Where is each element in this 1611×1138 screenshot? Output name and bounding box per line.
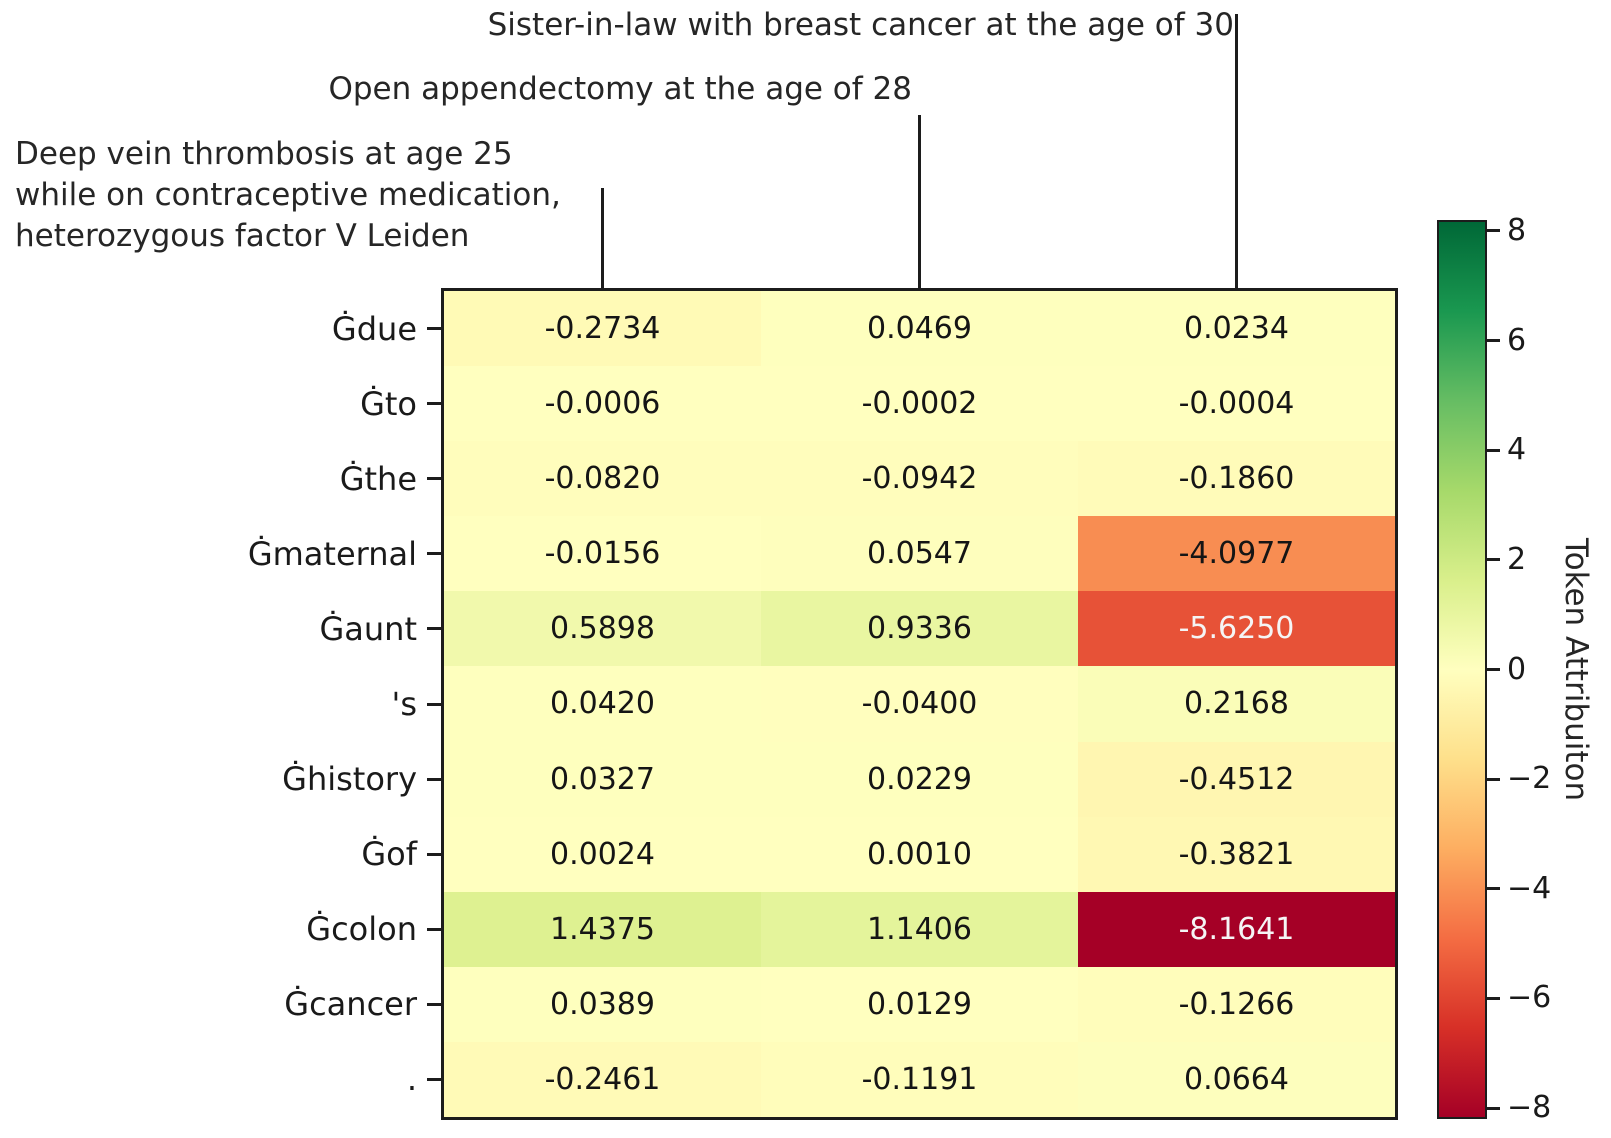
row-tick-mark xyxy=(427,477,442,481)
colorbar-tick-label: 8 xyxy=(1507,212,1527,248)
heatmap-cell: -0.0006 xyxy=(444,366,761,442)
row-label: Ġdue xyxy=(331,309,417,348)
heatmap-grid: -0.2734 0.0469 0.0234 -0.0006 -0.0002 -0.0004… xyxy=(441,288,1398,1120)
colorbar-tick-mark xyxy=(1487,339,1500,343)
row-label: Ġaunt xyxy=(319,609,417,648)
column-tick-mark xyxy=(918,115,921,290)
heatmap-cell: 0.2168 xyxy=(1078,666,1395,742)
row-tick-mark xyxy=(427,552,442,556)
colorbar-tick-mark xyxy=(1487,558,1500,562)
row-tick-mark xyxy=(427,402,442,406)
colorbar-tick-label: −8 xyxy=(1507,1090,1552,1125)
heatmap-cell: 0.0664 xyxy=(1078,1041,1395,1117)
column-label-sister-in-law: Sister-in-law with breast cancer at the … xyxy=(487,7,1234,43)
colorbar-tick-mark xyxy=(1487,996,1500,1000)
colorbar-tick-mark xyxy=(1487,887,1500,891)
colorbar-tick-label: 0 xyxy=(1507,651,1527,687)
row-label: Ġto xyxy=(360,384,417,423)
heatmap-cell: -4.0977 xyxy=(1078,516,1395,592)
colorbar-tick-label: 2 xyxy=(1507,541,1527,577)
colorbar-tick-label: −4 xyxy=(1507,870,1552,906)
column-tick-mark xyxy=(1235,14,1238,290)
row-tick-mark xyxy=(427,702,442,706)
heatmap-cell: 0.0327 xyxy=(444,741,761,817)
row-tick-mark xyxy=(427,852,442,856)
heatmap-cell: -0.4512 xyxy=(1078,741,1395,817)
row-tick-mark xyxy=(427,1077,442,1081)
heatmap-cell: 1.4375 xyxy=(444,891,761,967)
heatmap-cell: -0.0004 xyxy=(1078,366,1395,442)
row-label: Ġof xyxy=(361,835,417,874)
heatmap-cell: -0.1860 xyxy=(1078,441,1395,517)
colorbar-tick-label: 6 xyxy=(1507,322,1527,358)
heatmap-cell: -0.1191 xyxy=(761,1041,1078,1117)
colorbar-tick-mark xyxy=(1487,448,1500,452)
heatmap-cell: -0.1266 xyxy=(1078,966,1395,1042)
row-label: Ġmaternal xyxy=(247,534,417,573)
heatmap-cell: -0.0400 xyxy=(761,666,1078,742)
row-tick-mark xyxy=(427,1002,442,1006)
heatmap-cell: 0.0129 xyxy=(761,966,1078,1042)
row-label: Ġthe xyxy=(339,459,417,498)
heatmap-cell: -0.0942 xyxy=(761,441,1078,517)
row-tick-mark xyxy=(427,327,442,331)
heatmap-cell: 0.0469 xyxy=(761,291,1078,367)
heatmap-cell: 0.0234 xyxy=(1078,291,1395,367)
colorbar-tick-label: −2 xyxy=(1507,761,1552,797)
colorbar-tick-mark xyxy=(1487,229,1500,233)
row-label: Ġhistory xyxy=(282,760,417,799)
row-label: Ġcancer xyxy=(284,985,417,1024)
colorbar-tick-mark xyxy=(1487,1106,1500,1110)
column-tick-mark xyxy=(601,188,604,290)
heatmap-cell: -5.6250 xyxy=(1078,591,1395,667)
heatmap-cell: -0.0820 xyxy=(444,441,761,517)
colorbar-gradient xyxy=(1437,220,1487,1119)
heatmap-cell: 0.5898 xyxy=(444,591,761,667)
heatmap-cell: 0.9336 xyxy=(761,591,1078,667)
heatmap-cell: 0.0229 xyxy=(761,741,1078,817)
heatmap-cell: -0.2734 xyxy=(444,291,761,367)
row-tick-mark xyxy=(427,927,442,931)
heatmap-cell: 0.0420 xyxy=(444,666,761,742)
heatmap-cell: -0.3821 xyxy=(1078,816,1395,892)
heatmap-cell: -0.2461 xyxy=(444,1041,761,1117)
row-label: . xyxy=(406,1060,417,1099)
heatmap-cell: -0.0002 xyxy=(761,366,1078,442)
column-label-open-appendectomy: Open appendectomy at the age of 28 xyxy=(328,71,912,107)
heatmap-cell: 0.0547 xyxy=(761,516,1078,592)
heatmap-cell: -0.0156 xyxy=(444,516,761,592)
heatmap-cell: 0.0010 xyxy=(761,816,1078,892)
row-label: 's xyxy=(391,685,417,723)
row-label: Ġcolon xyxy=(306,910,417,949)
row-tick-mark xyxy=(427,777,442,781)
heatmap-cell: 0.0389 xyxy=(444,966,761,1042)
colorbar-tick-label: 4 xyxy=(1507,432,1527,468)
colorbar-tick-mark xyxy=(1487,777,1500,781)
colorbar-tick-mark xyxy=(1487,668,1500,671)
heatmap-cell: 1.1406 xyxy=(761,891,1078,967)
heatmap-cell: 0.0024 xyxy=(444,816,761,892)
column-label-deep-vein-thrombosis: Deep vein thrombosis at age 25 while on … xyxy=(15,136,561,254)
heatmap-cell: -8.1641 xyxy=(1078,891,1395,967)
row-tick-mark xyxy=(427,627,442,631)
colorbar-axis-label: Token Attribuiton xyxy=(1558,537,1594,802)
colorbar-tick-label: −6 xyxy=(1507,980,1552,1016)
